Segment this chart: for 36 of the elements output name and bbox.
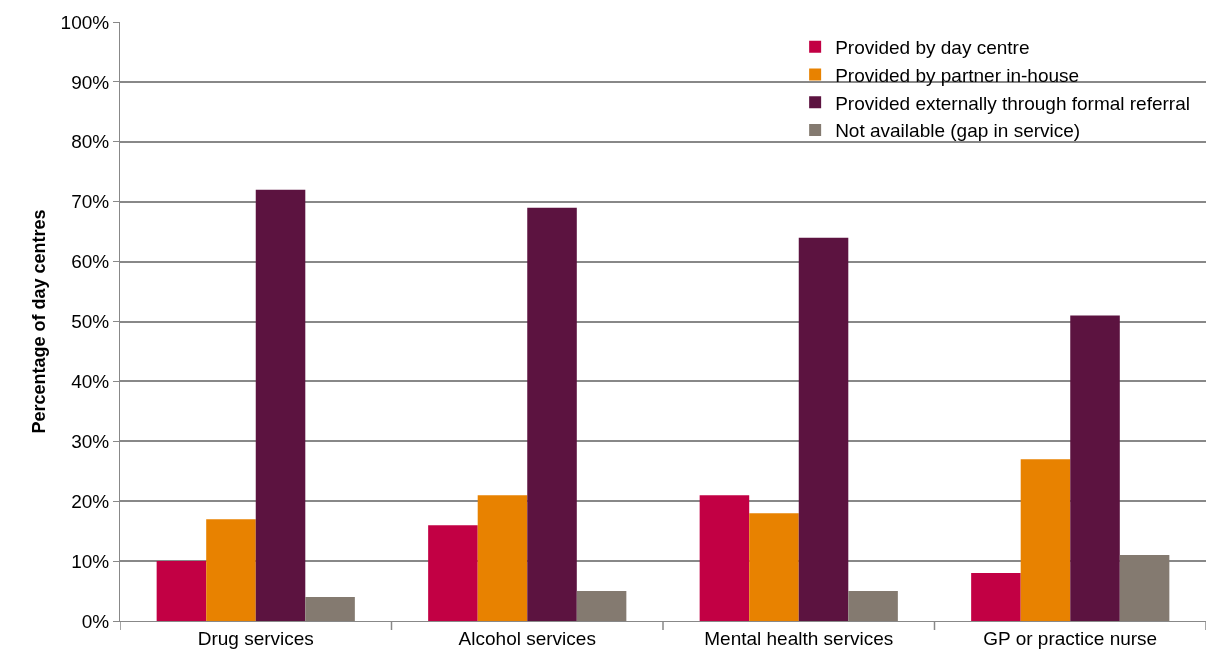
y-tick-label: 70% — [71, 191, 110, 213]
legend-label: Not available (gap in service) — [835, 120, 1081, 142]
bar — [699, 495, 750, 621]
bar — [527, 207, 577, 621]
bar — [576, 591, 627, 621]
bar — [749, 513, 799, 621]
bar — [798, 237, 849, 621]
bar — [1070, 315, 1120, 621]
y-tick-label: 0% — [81, 610, 110, 632]
y-tick-label: 40% — [71, 371, 110, 393]
y-tick-label: 30% — [71, 430, 110, 452]
y-tick-label: 90% — [71, 71, 110, 93]
bar — [156, 561, 207, 621]
bar — [971, 573, 1021, 621]
legend-label: Provided by partner in-house — [835, 64, 1080, 86]
y-tick-label: 10% — [71, 550, 110, 572]
x-tick-label: Alcohol services — [458, 627, 596, 649]
bar — [848, 591, 898, 621]
y-tick-label: 20% — [71, 490, 110, 512]
y-tick-label: 80% — [71, 131, 110, 153]
y-tick-label: 50% — [71, 311, 110, 333]
bar — [1020, 459, 1071, 621]
bar — [1119, 555, 1170, 621]
x-tick-label: GP or practice nurse — [983, 627, 1158, 649]
y-tick-label: 60% — [71, 251, 110, 273]
bar — [305, 597, 355, 621]
legend-label: Provided externally through formal referral — [835, 92, 1190, 114]
y-tick-label: 100% — [60, 11, 110, 33]
legend-label: Provided by day centre — [835, 37, 1030, 59]
y-axis-title: Percentage of day centres — [28, 209, 49, 434]
bar — [477, 495, 528, 621]
bar — [428, 525, 478, 621]
bar — [206, 519, 256, 621]
x-tick-label: Drug services — [197, 627, 314, 649]
x-tick-label: Mental health services — [704, 627, 894, 649]
bar — [255, 189, 306, 621]
